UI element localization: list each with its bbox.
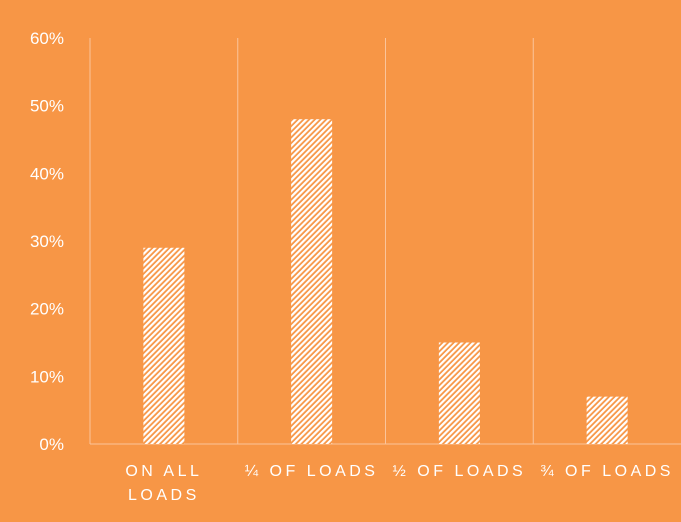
- bars: [143, 119, 628, 444]
- bar: [586, 396, 628, 444]
- x-category-label: ½ OF LOADS: [393, 463, 527, 480]
- x-category-label: ON ALL: [125, 463, 202, 480]
- bar: [438, 342, 480, 444]
- y-tick-label: 50%: [30, 97, 64, 116]
- y-tick-label: 20%: [30, 300, 64, 319]
- y-tick-label: 30%: [30, 232, 64, 251]
- x-category-label: ¼ OF LOADS: [245, 463, 379, 480]
- gridlines: [89, 38, 681, 445]
- bar: [291, 119, 333, 444]
- x-category-label: ¾ OF LOADS: [540, 463, 674, 480]
- x-axis-category-labels: ON ALL LOADS ¼ OF LOADS ½ OF LOADS ¾ OF LOAD…: [125, 463, 674, 504]
- y-tick-label: 40%: [30, 164, 64, 183]
- bar: [143, 247, 185, 444]
- y-axis-tick-labels: 0% 10% 20% 30% 40% 50% 60%: [30, 29, 64, 454]
- y-tick-label: 0%: [39, 435, 64, 454]
- y-tick-label: 10%: [30, 367, 64, 386]
- y-tick-label: 60%: [30, 29, 64, 48]
- x-category-label: LOADS: [128, 487, 200, 504]
